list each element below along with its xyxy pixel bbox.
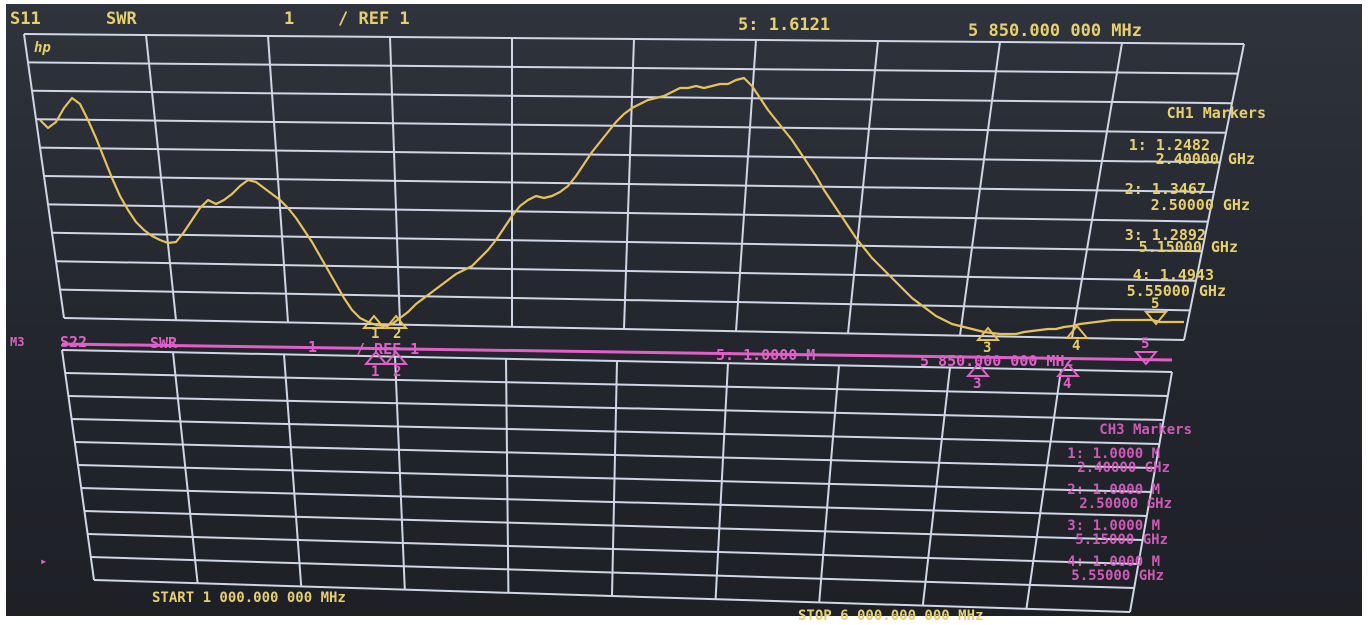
ch3-grid-hline xyxy=(81,487,1147,517)
ch1-marker-2-value: 2: 1.3467 xyxy=(1125,180,1206,198)
ch1-marker-3 xyxy=(975,326,1001,341)
ch1-grid-hline xyxy=(31,89,1233,105)
ch1-marker-3-value: 3: 1.2892 xyxy=(1125,226,1206,244)
ch1-marker-4-freq: 5.55000 GHz xyxy=(1127,282,1226,300)
ch1-marker-label-1: 1 xyxy=(371,326,379,342)
sweep-stop: STOP 6 000.000 000 MHz xyxy=(798,608,983,624)
ch1-marker-4-value: 4: 1.4943 xyxy=(1133,266,1214,284)
ch3-grid-hline xyxy=(71,418,1160,445)
ch3-format: SWR xyxy=(150,334,178,352)
ch3-reference: / REF 1 xyxy=(356,340,419,358)
ch3-grid-hline xyxy=(68,395,1164,421)
ch1-marker-1-value: 1: 1.2482 xyxy=(1129,136,1210,154)
ch1-marker-1-freq: 2.40000 GHz xyxy=(1156,150,1255,168)
ch3-marker-4-value: 4: 1.0000 M xyxy=(1067,554,1160,570)
ch3-marker-1-value: 1: 1.0000 M xyxy=(1067,446,1160,462)
ch1-marker-4 xyxy=(1064,324,1090,339)
ch3-grid-hline xyxy=(93,579,1131,613)
ch3-marker-label-1: 1 xyxy=(371,364,379,380)
ch1-marker-label-4: 4 xyxy=(1072,338,1080,354)
ch3-swr-trace xyxy=(61,342,1173,362)
ch3-reference-arrow: ▸ xyxy=(40,554,47,568)
ch3-marker-label-2: 2 xyxy=(393,364,401,380)
ch3-active-marker: 5: 1.0000 M xyxy=(716,346,815,364)
ch1-grid-hline xyxy=(51,231,1203,253)
ch1-active-marker: 5: 1.6121 xyxy=(738,15,830,35)
ch3-channel-flag: M3 xyxy=(10,335,24,349)
ch1-marker-label-5: 5 xyxy=(1151,296,1159,312)
ch1-marker-2 xyxy=(383,314,409,329)
ch3-marker-label-5: 5 xyxy=(1141,336,1149,352)
ch3-marker-symbols xyxy=(363,350,1159,377)
ch1-grid-hline xyxy=(55,260,1197,282)
ch3-marker-4-freq: 5.55000 GHz xyxy=(1071,568,1164,584)
hp-logo: hp xyxy=(34,40,51,56)
ch3-grid-hline xyxy=(65,372,1168,397)
ch1-marker-label-3: 3 xyxy=(983,340,991,356)
ch1-active-frequency: 5 850.000 000 MHz xyxy=(968,21,1142,41)
ch3-markers-title: CH3 Markers xyxy=(1099,422,1192,438)
ch3-grid-hline xyxy=(74,441,1156,469)
ch3-graticule xyxy=(61,349,1173,613)
ch1-marker-3-freq: 5.15000 GHz xyxy=(1139,238,1238,256)
ch1-markers-title: CH1 Markers xyxy=(1167,104,1266,122)
ch3-marker-1-freq: 2.40000 GHz xyxy=(1077,460,1170,476)
ch3-marker-3-freq: 5.15000 GHz xyxy=(1075,532,1168,548)
ch1-grid-hline xyxy=(43,175,1215,193)
ch3-marker-2-freq: 2.50000 GHz xyxy=(1079,496,1172,512)
ch3-marker-2 xyxy=(383,350,409,365)
ch1-grid-hline xyxy=(39,146,1221,164)
ch1-marker-label-2: 2 xyxy=(393,326,401,342)
ch1-graticule xyxy=(23,33,1245,341)
sweep-start: START 1 000.000 000 MHz xyxy=(152,590,346,606)
ch1-marker-1 xyxy=(361,314,387,329)
ch3-marker-3 xyxy=(965,362,991,377)
ch3-scale: 1 xyxy=(308,338,317,356)
ch3-grid-hline xyxy=(90,556,1135,589)
ch3-marker-4 xyxy=(1055,362,1081,377)
ch1-scale: 1 xyxy=(284,9,294,29)
ch3-grid-hline xyxy=(87,533,1139,565)
ch3-parameter: S22 xyxy=(60,333,87,351)
ch3-marker-label-3: 3 xyxy=(973,376,981,392)
ch3-marker-label-4: 4 xyxy=(1063,376,1071,392)
ch3-active-frequency: 5 850.000 000 MHz xyxy=(920,352,1074,370)
ch1-marker-2-freq: 2.50000 GHz xyxy=(1151,196,1250,214)
ch3-grid-hline xyxy=(77,464,1152,493)
ch1-grid-hline xyxy=(47,203,1209,223)
ch1-grid-hline xyxy=(27,61,1239,75)
ch3-marker-3-value: 3: 1.0000 M xyxy=(1067,518,1160,534)
ch1-grid-hline xyxy=(23,33,1245,45)
ch1-format: SWR xyxy=(106,9,137,29)
ch1-reference: / REF 1 xyxy=(338,9,410,29)
ch3-marker-2-value: 2: 1.0000 M xyxy=(1067,482,1160,498)
ch3-grid-hline xyxy=(61,349,1173,373)
ch1-grid-hline xyxy=(63,317,1185,341)
ch1-grid-hline xyxy=(59,288,1191,312)
ch1-grid-hline xyxy=(35,118,1227,134)
ch3-marker-5 xyxy=(1133,351,1159,366)
ch1-marker-symbols xyxy=(361,311,1169,341)
ch3-marker-1 xyxy=(363,350,389,365)
ch1-marker-5 xyxy=(1143,311,1169,326)
ch1-parameter: S11 xyxy=(10,9,41,29)
ch3-grid-hline xyxy=(84,510,1143,541)
